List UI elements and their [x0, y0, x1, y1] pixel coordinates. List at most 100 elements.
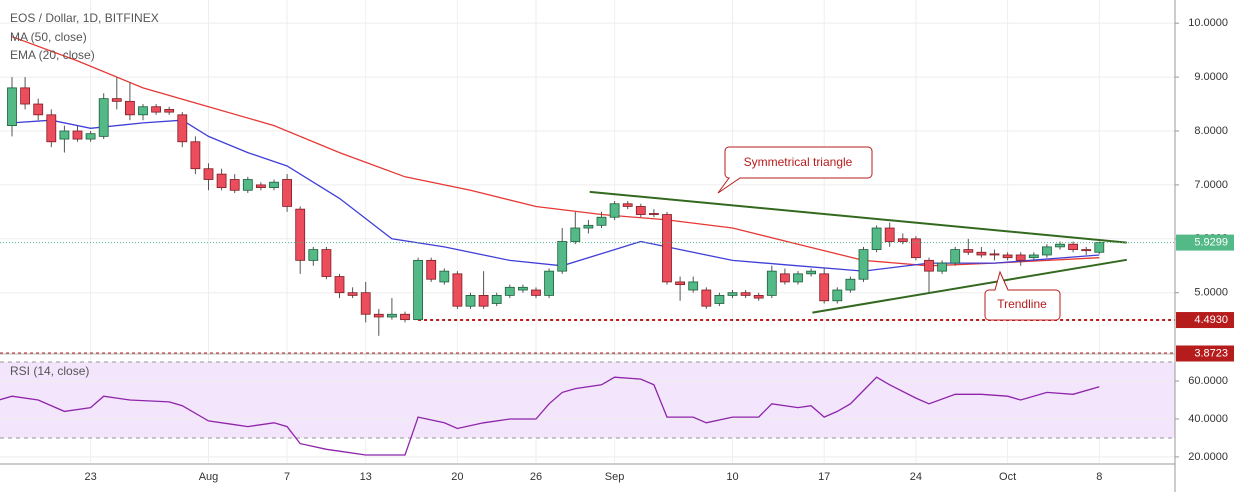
candle-body [308, 249, 319, 261]
candle-body [203, 168, 214, 180]
candle-body [216, 173, 227, 188]
x-tick-label: Oct [999, 471, 1016, 483]
candle-body [976, 251, 987, 256]
y-tick-label: 9.0000 [1194, 71, 1228, 83]
candle-body [295, 208, 306, 261]
candle-body [59, 130, 70, 140]
x-tick-label: Aug [199, 471, 219, 483]
indicator-line [11, 36, 1100, 267]
callout: Trendline [984, 270, 1061, 321]
candle-body [138, 106, 148, 116]
candle-body [151, 106, 162, 113]
y-tick-label: 7.0000 [1194, 179, 1228, 191]
candle-body [753, 294, 764, 299]
candle-body [1081, 249, 1092, 252]
pane-title: RSI (14, close) [10, 364, 89, 378]
rsi-line [0, 376, 1100, 456]
candle-body [924, 259, 934, 272]
x-tick-label: 24 [910, 471, 922, 483]
candle-body [832, 289, 843, 302]
annotation: Symmetrical triangle [744, 155, 853, 169]
candle-body [164, 109, 175, 113]
candle-body [806, 270, 816, 275]
legend-entry: EMA (20, close) [10, 48, 95, 62]
candle-body [504, 286, 515, 296]
x-tick-label: 20 [451, 471, 463, 483]
candle-body [531, 289, 541, 296]
candle-body [400, 313, 410, 321]
candle-body [85, 133, 96, 140]
candle-body [518, 286, 528, 291]
trendline [812, 258, 1127, 314]
candle-body [491, 294, 502, 304]
y-tick-label: 60.0000 [1188, 375, 1228, 387]
callout-box [984, 270, 1061, 321]
candle-body [242, 179, 253, 191]
candle-body [334, 276, 345, 294]
candle-body [570, 227, 581, 242]
candle-body [386, 313, 397, 318]
legend-entry: MA (50, close) [10, 30, 87, 44]
candle-body [989, 253, 1000, 256]
candle-body [688, 281, 699, 291]
candle-body [1094, 242, 1105, 253]
x-tick-label: Sep [605, 471, 625, 483]
candle-body [98, 98, 109, 137]
candle-body [347, 292, 358, 296]
x-tick-label: 17 [818, 471, 830, 483]
candle-body [583, 224, 594, 229]
grid [0, 0, 1175, 463]
candle-body [780, 273, 790, 283]
annotation: Trendline [997, 297, 1047, 311]
y-tick-label: 40.0000 [1188, 413, 1228, 425]
candle-body [609, 203, 620, 218]
candle-body [858, 249, 869, 280]
candle-body [229, 179, 240, 191]
candle-body [1028, 254, 1039, 259]
price-label-box [1176, 312, 1234, 329]
y-tick-label: 8.0000 [1194, 125, 1228, 137]
candle-body [649, 213, 659, 215]
candle-body [452, 273, 463, 307]
candle-body [662, 214, 672, 283]
price-label-box [1176, 345, 1234, 362]
candle-body [413, 259, 424, 321]
candle-body [269, 181, 279, 188]
candle-body [46, 114, 57, 143]
candle-body [20, 87, 31, 105]
candle-body [871, 227, 882, 250]
candle-body [845, 278, 856, 291]
rsi-band [0, 362, 1175, 438]
candle-body [937, 262, 947, 272]
candle-body [675, 281, 685, 286]
x-tick-label: 23 [84, 471, 96, 483]
x-tick-label: 10 [726, 471, 738, 483]
candle-body [1068, 243, 1078, 250]
candle-body [439, 270, 450, 283]
candle-body [111, 98, 122, 102]
candle-body [596, 216, 607, 226]
candle-body [766, 270, 777, 296]
candle-body [557, 241, 568, 272]
candle-body [33, 103, 44, 116]
candle-body [793, 273, 803, 283]
y-tick-label: 20.0000 [1188, 451, 1228, 463]
axes: 10.00009.00008.00007.00006.00005.000023A… [84, 17, 1234, 483]
candle-body [321, 249, 332, 277]
callout-box [717, 146, 873, 194]
candle-body [1002, 254, 1013, 259]
candle-body [635, 206, 646, 215]
candle-body [426, 259, 437, 280]
candle-body [255, 184, 266, 188]
candle-body [7, 87, 17, 126]
candle-body [884, 227, 895, 242]
price-label-box [1176, 234, 1234, 251]
x-tick-label: 13 [360, 471, 372, 483]
candle-body [373, 313, 384, 318]
candle-body [478, 294, 489, 307]
candle-body [125, 100, 135, 116]
x-tick-label: 8 [1096, 471, 1102, 483]
candle-body [897, 238, 908, 242]
candle-body [963, 249, 974, 253]
candle-body [544, 270, 554, 296]
